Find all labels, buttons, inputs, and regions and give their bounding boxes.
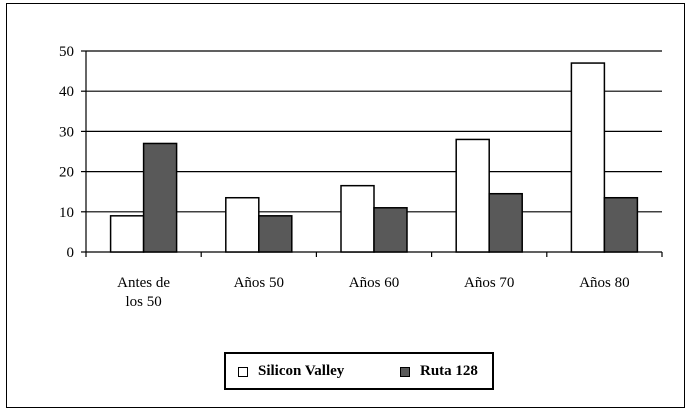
x-category-label-1: Años 50 xyxy=(234,275,284,291)
legend-label-silicon-valley: Silicon Valley xyxy=(258,363,344,380)
y-tick-label-40: 40 xyxy=(59,84,74,100)
bar-ruta-128-1 xyxy=(259,216,292,252)
x-category-label-0: Antes de los 50 xyxy=(117,275,170,310)
y-tick-label-20: 20 xyxy=(59,165,74,181)
bar-silicon-valley-0 xyxy=(111,216,144,252)
bar-silicon-valley-2 xyxy=(341,186,374,252)
legend-item-silicon-valley: Silicon Valley xyxy=(238,363,344,380)
y-tick-label-10: 10 xyxy=(59,205,74,221)
bar-ruta-128-2 xyxy=(374,208,407,252)
y-tick-label-50: 50 xyxy=(59,44,74,60)
legend-swatch-silicon-valley xyxy=(238,367,248,377)
x-category-label-4: Años 80 xyxy=(579,275,629,291)
x-category-label-2: Años 60 xyxy=(349,275,399,291)
y-tick-label-30: 30 xyxy=(59,124,74,140)
bar-ruta-128-0 xyxy=(144,143,177,252)
y-tick-label-0: 0 xyxy=(67,245,75,261)
bar-silicon-valley-4 xyxy=(571,63,604,252)
legend-label-ruta-128: Ruta 128 xyxy=(420,363,478,380)
x-category-label-3: Años 70 xyxy=(464,275,514,291)
bar-silicon-valley-1 xyxy=(226,198,259,252)
bar-ruta-128-4 xyxy=(604,198,637,252)
bar-ruta-128-3 xyxy=(489,194,522,252)
legend-item-ruta-128: Ruta 128 xyxy=(400,363,478,380)
legend-swatch-ruta-128 xyxy=(400,367,410,377)
legend: Silicon Valley Ruta 128 xyxy=(224,352,494,390)
bar-silicon-valley-3 xyxy=(456,139,489,252)
